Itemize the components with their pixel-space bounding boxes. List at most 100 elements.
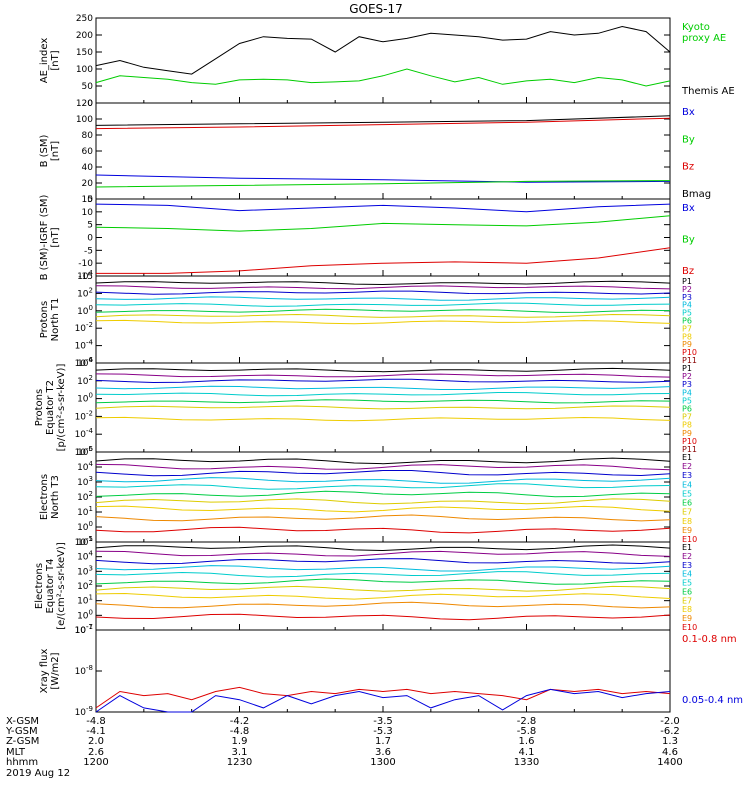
- series-line: [95, 117, 671, 130]
- ephemeris-value: 1200: [83, 757, 108, 768]
- legend-entry: P7: [682, 413, 692, 422]
- ephemeris-value: 1.7: [375, 736, 391, 747]
- ephemeris-row-label: MLT: [6, 747, 26, 758]
- panel-frame: [95, 275, 671, 364]
- legend-entry: P11: [682, 445, 697, 454]
- series-line: [95, 174, 671, 183]
- flux-trace: [95, 405, 671, 410]
- flux-trace: [95, 285, 671, 290]
- legend-entry: P8: [682, 332, 692, 341]
- y-tick-label: 150: [76, 48, 93, 58]
- y-tick-label: 200: [76, 31, 93, 41]
- ephemeris-value: -2.0: [660, 716, 680, 727]
- legend-entry: P6: [682, 317, 692, 326]
- panel-frame: [95, 102, 671, 200]
- y-tick-label: 101: [77, 505, 93, 518]
- y-tick-label: 40: [82, 163, 94, 173]
- y-tick-label: 10-2: [75, 321, 93, 334]
- y-axis-label-line: Electrons: [34, 563, 45, 609]
- legend-entry: proxy AE: [682, 33, 726, 44]
- legend-entry: E7: [682, 596, 692, 605]
- legend-entry: By: [682, 134, 695, 145]
- ephemeris-value: 1330: [514, 757, 539, 768]
- flux-trace: [95, 477, 671, 484]
- legend-entry: Bx: [682, 203, 695, 214]
- ephemeris-value: 4.6: [662, 747, 678, 758]
- flux-trace: [95, 565, 671, 572]
- y-axis-label-line: [p/(cm²-s-sr-keV)]: [56, 364, 67, 452]
- series-line: [95, 215, 671, 232]
- y-axis-label-line: [W/m2]: [50, 652, 61, 689]
- ephemeris-value: -4.8: [230, 726, 250, 737]
- series-line: [96, 247, 671, 274]
- flux-trace: [95, 578, 671, 585]
- series-line: [95, 686, 671, 709]
- flux-trace: [95, 558, 671, 565]
- flux-trace: [95, 571, 671, 578]
- ephemeris-value: -2.8: [517, 716, 537, 727]
- y-tick-label: 250: [76, 14, 93, 24]
- series-line: [95, 180, 671, 188]
- ephemeris-value: 1300: [370, 757, 395, 768]
- flux-trace: [95, 483, 671, 490]
- flux-trace: [95, 302, 671, 307]
- legend-entry: E4: [682, 480, 692, 489]
- y-axis-label: Electrons Equator T4 [e/(cm²-s-sr-keV)]: [34, 542, 67, 630]
- ephemeris-value: -4.1: [86, 726, 106, 737]
- flux-trace: [95, 319, 671, 325]
- y-axis-label-line: B (SM): [39, 134, 50, 167]
- y-axis-label: Protons Equator T2 [p/(cm²-s-sr-keV)]: [34, 364, 67, 452]
- y-tick-label: -10: [78, 259, 93, 269]
- y-tick-label: 10-4: [75, 339, 94, 352]
- legend-entry: P1: [682, 364, 692, 373]
- ephemeris-value: -6.2: [660, 726, 680, 737]
- y-tick-label: 15: [82, 195, 93, 205]
- y-tick-label: 100: [77, 520, 93, 533]
- legend-entry: P2: [682, 285, 692, 294]
- y-tick-label: 101: [77, 594, 93, 607]
- y-tick-label: 20: [82, 179, 94, 189]
- ephemeris-value: 2.0: [88, 736, 104, 747]
- flux-trace: [95, 313, 671, 318]
- time-axis: X-GSMY-GSMZ-GSMMLThhmm-4.8-4.12.02.61200…: [5, 716, 683, 768]
- y-tick-label: 10-7: [75, 623, 93, 636]
- flux-trace: [95, 385, 671, 390]
- y-tick-label: 120: [76, 99, 93, 109]
- flux-trace: [95, 391, 671, 397]
- legend-entry: Bx: [682, 107, 695, 118]
- legend-entry: E10: [682, 623, 697, 632]
- legend-entry: E8: [682, 517, 692, 526]
- legend: Bx By Bz: [682, 203, 695, 277]
- legend-entry: E6: [682, 587, 692, 596]
- series-line: [95, 203, 671, 213]
- legend-entry: P4: [682, 301, 692, 310]
- legend-entry: E2: [682, 552, 692, 561]
- flux-trace: [95, 490, 671, 498]
- y-tick-label: 100: [76, 115, 93, 125]
- y-axis-label-line: Equator T2: [45, 380, 56, 435]
- flux-trace: [95, 457, 671, 465]
- legend-entry: E10: [682, 535, 697, 544]
- y-axis-label-line: [nT]: [50, 141, 61, 161]
- flux-trace: [95, 592, 671, 600]
- legend-entry: P10: [682, 437, 697, 446]
- legend-entry: P6: [682, 405, 692, 414]
- legend-entry: Bz: [682, 266, 694, 277]
- y-axis-label: B (SM)-IGRF (SM) [nT]: [39, 195, 61, 281]
- y-tick-label: 10-8: [75, 664, 93, 677]
- ephemeris-value: 3.1: [232, 747, 248, 758]
- y-axis-label-line: Protons: [34, 389, 45, 426]
- legend-entry: Bz: [682, 162, 694, 173]
- y-tick-label: 0: [87, 195, 93, 205]
- legend-entry: E4: [682, 570, 692, 579]
- y-tick-label: 102: [77, 286, 93, 299]
- y-axis-label: Electrons North T3: [39, 474, 61, 520]
- ephemeris-value: 4.1: [519, 747, 535, 758]
- flux-trace: [95, 498, 671, 505]
- flux-trace: [95, 463, 671, 471]
